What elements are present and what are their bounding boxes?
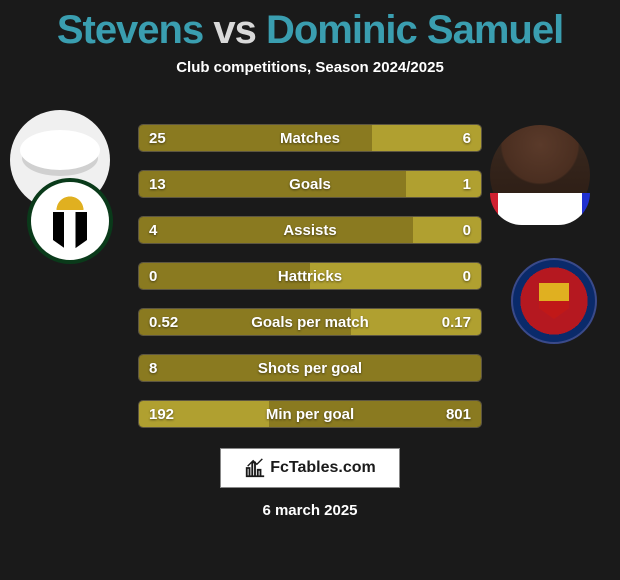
player1-club-logo (27, 178, 113, 264)
stat-row: 0.520.17Goals per match (138, 308, 482, 336)
stat-label: Min per goal (139, 401, 481, 428)
stat-label: Matches (139, 125, 481, 152)
brand-text: FcTables.com (270, 459, 376, 477)
stat-label: Shots per goal (139, 355, 481, 382)
stat-row: 8Shots per goal (138, 354, 482, 382)
stat-row: 131Goals (138, 170, 482, 198)
chart-icon (244, 457, 266, 479)
player2-name: Dominic Samuel (266, 8, 563, 52)
vs-text: vs (213, 8, 256, 52)
subtitle: Club competitions, Season 2024/2025 (0, 59, 620, 76)
stat-label: Hattricks (139, 263, 481, 290)
date-text: 6 march 2025 (0, 502, 620, 519)
stat-label: Goals (139, 171, 481, 198)
stat-row: 00Hattricks (138, 262, 482, 290)
player1-name: Stevens (57, 8, 203, 52)
stat-label: Goals per match (139, 309, 481, 336)
player2-club-logo (511, 258, 597, 344)
stat-row: 40Assists (138, 216, 482, 244)
stat-label: Assists (139, 217, 481, 244)
brand-logo[interactable]: FcTables.com (220, 448, 400, 488)
stat-row: 192801Min per goal (138, 400, 482, 428)
player2-photo (490, 125, 590, 225)
stats-bars: 256Matches 131Goals 40Assists 00Hattricks 0.… (138, 124, 482, 446)
stat-row: 256Matches (138, 124, 482, 152)
comparison-title: Stevens vs Dominic Samuel (0, 0, 620, 53)
